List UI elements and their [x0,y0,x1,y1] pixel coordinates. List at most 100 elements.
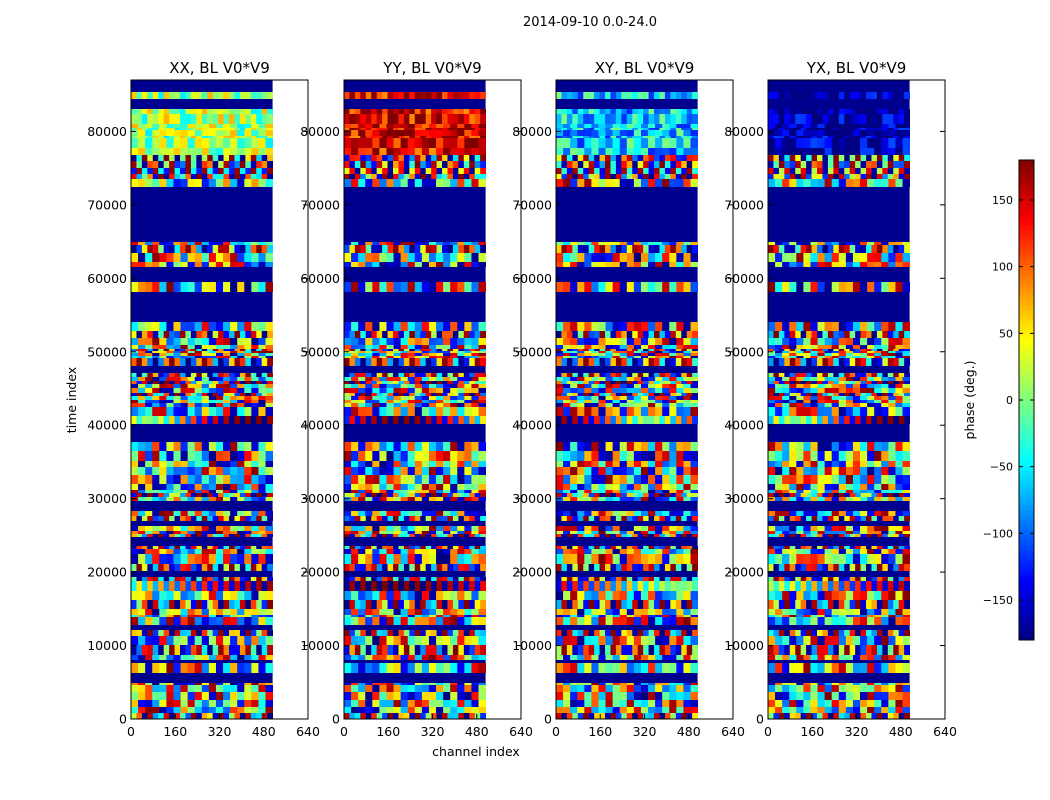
colorbar-swatch [1019,215,1034,221]
colorbar-swatch [1019,625,1034,631]
colorbar-swatch [1019,190,1034,196]
y-tick-label: 80000 [512,124,552,139]
y-tick-label: 50000 [512,344,552,359]
colorbar-swatch [1019,505,1034,511]
panel-2: YY, BL V0*V9 0 160 320 480 640 0 10000 20000 3000… [300,59,533,739]
colorbar-tick-label: 100 [992,261,1013,274]
colorbar-swatch [1019,305,1034,311]
y-tick-label: 50000 [300,344,340,359]
colorbar-swatch [1019,405,1034,411]
y-tick-label: 10000 [724,638,764,653]
y-tick-label: 20000 [300,565,340,580]
y-tick-label: 70000 [724,197,764,212]
colorbar-swatch [1019,575,1034,581]
colorbar-swatch [1019,230,1034,236]
colorbar-swatch [1019,400,1034,406]
colorbar-swatch [1019,275,1034,281]
colorbar-swatch [1019,385,1034,391]
x-tick-label: 0 [764,724,772,739]
phase-heatmap [131,80,273,719]
x-tick-label: 160 [376,724,400,739]
x-tick-label: 320 [633,724,657,739]
colorbar-swatch [1019,315,1034,321]
y-tick-label: 20000 [724,565,764,580]
colorbar-swatch [1019,310,1034,316]
y-tick-label: 20000 [512,565,552,580]
y-tick-label: 10000 [87,638,127,653]
colorbar-swatch [1019,495,1034,501]
x-tick-label: 320 [208,724,232,739]
colorbar-swatch [1019,205,1034,211]
colorbar-swatch [1019,485,1034,491]
panels: XX, BL V0*V9 0 160 320 480 640 0 10000 20000 3000… [87,59,957,739]
colorbar-tick-label: −50 [990,461,1013,474]
colorbar-swatch [1019,410,1034,416]
y-tick-label: 60000 [512,271,552,286]
colorbar-swatch [1019,260,1034,266]
colorbar-swatch [1019,435,1034,441]
panel-1: XX, BL V0*V9 0 160 320 480 640 0 10000 20000 3000… [87,59,320,739]
colorbar-swatch [1019,475,1034,481]
colorbar-tick-label: 0 [1006,394,1013,407]
panel-4: YX, BL V0*V9 0 160 320 480 640 0 10000 20000 3000… [724,59,957,739]
colorbar-swatch [1019,470,1034,476]
colorbar-swatch [1019,165,1034,171]
colorbar-swatch [1019,240,1034,246]
y-tick-label: 20000 [87,565,127,580]
y-tick-label: 10000 [512,638,552,653]
colorbar-tick-label: −150 [983,594,1013,607]
x-tick-label: 160 [800,724,824,739]
colorbar-swatch [1019,570,1034,576]
panel-title: YY, BL V0*V9 [382,59,481,77]
colorbar-swatch [1019,620,1034,626]
y-tick-label: 30000 [87,491,127,506]
y-tick-label: 50000 [724,344,764,359]
colorbar-swatch [1019,610,1034,616]
colorbar-swatch [1019,540,1034,546]
y-tick-label: 40000 [512,418,552,433]
colorbar-swatch [1019,195,1034,201]
y-axis-label: time index [64,367,79,433]
colorbar-swatch [1019,245,1034,251]
y-tick-label: 40000 [87,418,127,433]
colorbar-swatch [1019,515,1034,521]
colorbar-swatch [1019,555,1034,561]
colorbar: 150 100 50 0 −50 −100 −150 [983,159,1035,641]
y-tick-label: 70000 [512,197,552,212]
y-tick-label: 30000 [512,491,552,506]
y-tick-label: 30000 [724,491,764,506]
colorbar-swatch [1019,565,1034,571]
x-tick-label: 480 [465,724,489,739]
colorbar-swatch [1019,345,1034,351]
colorbar-swatch [1019,210,1034,216]
colorbar-swatch [1019,370,1034,376]
colorbar-swatch [1019,380,1034,386]
phase-heatmap [344,80,486,719]
colorbar-swatch [1019,635,1034,641]
colorbar-swatch [1019,440,1034,446]
y-tick-label: 0 [119,712,127,727]
y-tick-label: 50000 [87,344,127,359]
colorbar-swatch [1019,510,1034,516]
phase-heatmap [556,80,698,719]
x-tick-label: 0 [127,724,135,739]
x-tick-label: 640 [721,724,745,739]
y-tick-label: 70000 [87,197,127,212]
colorbar-swatch [1019,490,1034,496]
x-tick-label: 0 [340,724,348,739]
phase-heatmap [768,80,910,719]
colorbar-swatch [1019,430,1034,436]
colorbar-swatch [1019,320,1034,326]
colorbar-swatch [1019,630,1034,636]
y-tick-label: 0 [332,712,340,727]
colorbar-label: phase (deg.) [962,361,977,440]
colorbar-swatch [1019,560,1034,566]
y-tick-label: 60000 [87,271,127,286]
y-tick-label: 0 [544,712,552,727]
colorbar-swatch [1019,390,1034,396]
colorbar-swatch [1019,550,1034,556]
y-tick-label: 0 [756,712,764,727]
y-tick-label: 60000 [300,271,340,286]
colorbar-swatch [1019,270,1034,276]
y-tick-label: 60000 [724,271,764,286]
